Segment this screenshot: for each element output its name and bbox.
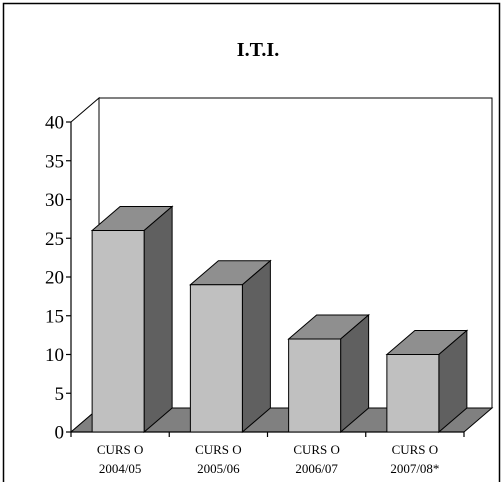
bar-front-face [386,354,440,433]
bar-side-face [241,259,271,434]
x-category-label: 2007/08* [390,461,439,476]
bar [90,205,174,434]
chart-title: I.T.I. [237,39,279,61]
x-category-label: CURS O [392,442,439,457]
y-tick-label: 5 [55,384,65,405]
x-category-label: 2004/05 [99,461,142,476]
x-category-label: CURS O [97,442,144,457]
bar-side-face [143,205,173,434]
bar-front-face [91,230,145,433]
bar [385,329,469,434]
y-tick-label: 25 [45,229,64,250]
y-tick-label: 20 [45,268,64,289]
y-tick-label: 35 [45,151,64,172]
bar [189,259,272,434]
y-tick-label: 30 [45,190,64,211]
x-category-label: 2005/06 [197,461,240,476]
bar-front-face [288,338,342,433]
y-tick-label: 0 [55,423,65,444]
bar [287,313,370,434]
y-tick-label: 40 [45,113,64,134]
y-tick-label: 15 [45,306,64,327]
x-category-label: 2006/07 [295,461,338,476]
y-tick-label: 10 [45,345,64,366]
bar-front-face [189,284,243,433]
x-category-label: CURS O [195,442,242,457]
x-category-label: CURS O [293,442,340,457]
